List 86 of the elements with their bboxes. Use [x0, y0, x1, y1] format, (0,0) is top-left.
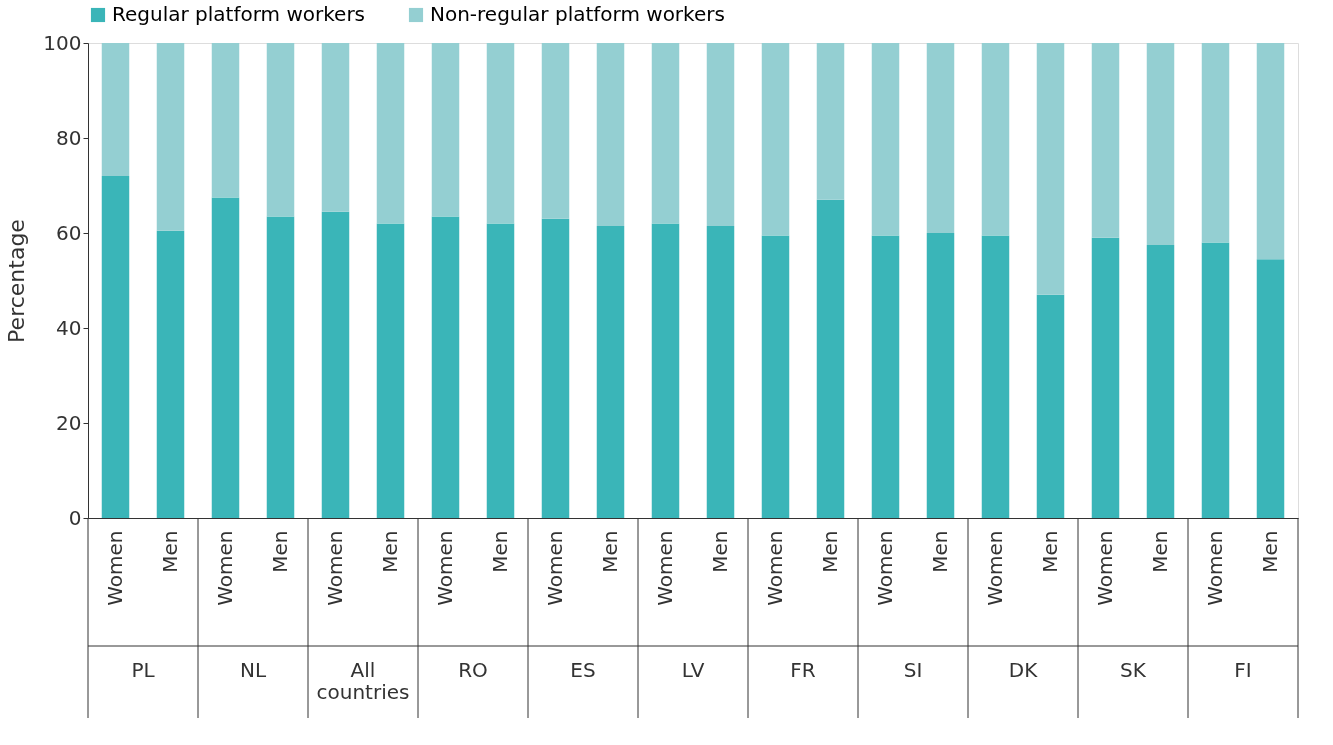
y-tick-label: 0 [68, 505, 82, 530]
bar [211, 197, 240, 518]
text: SK [1120, 658, 1147, 682]
bar [596, 43, 625, 226]
y-axis-title: Percentage [4, 219, 30, 343]
bar [816, 43, 845, 200]
bar [1201, 43, 1230, 243]
x-tick-label: Men [818, 530, 842, 573]
bar [321, 43, 350, 212]
x-tick-label: Men [1038, 530, 1062, 573]
x-tick-label: Men [1258, 530, 1282, 573]
text: All countries [316, 658, 410, 704]
y-tick-label: 40 [56, 315, 82, 340]
text: FI [1234, 658, 1252, 682]
bar [376, 43, 405, 224]
text: NL [239, 658, 267, 682]
x-tick-label: Men [488, 530, 512, 573]
bar [816, 199, 845, 518]
y-tick-label: 60 [56, 220, 82, 245]
bar [651, 43, 680, 224]
bar [871, 43, 900, 236]
bar [926, 233, 955, 518]
bar [1036, 43, 1065, 295]
x-tick-label: Women [873, 530, 897, 606]
bar [706, 225, 735, 518]
x-tick-label: Women [213, 530, 237, 606]
bar [1146, 244, 1175, 518]
bar [431, 43, 460, 217]
bar [211, 43, 240, 198]
x-tick-label: Men [708, 530, 732, 573]
bar [101, 43, 130, 176]
text: SI [903, 658, 923, 682]
x-tick-label: Men [158, 530, 182, 573]
bar [651, 223, 680, 518]
x-tick-label: Women [103, 530, 127, 606]
bar [376, 223, 405, 518]
bar [1256, 259, 1285, 518]
x-tick-label: Women [1093, 530, 1117, 606]
bar [1146, 43, 1175, 245]
y-tick-label: 20 [56, 410, 82, 435]
legend-label: Non-regular platform workers [430, 2, 725, 26]
x-tick-label: Men [1148, 530, 1172, 573]
bar [761, 43, 790, 236]
x-tick-label: Men [598, 530, 622, 573]
bar [926, 43, 955, 233]
bar [266, 43, 295, 217]
x-tick-label: Women [433, 530, 457, 606]
x-tick-label: Women [763, 530, 787, 606]
bar [156, 43, 185, 231]
x-tick-label: Men [268, 530, 292, 573]
bar [706, 43, 735, 226]
x-tick-label: Women [323, 530, 347, 606]
bar [541, 43, 570, 219]
x-tick-label: Women [653, 530, 677, 606]
text: RO [458, 658, 488, 682]
legend-label: Regular platform workers [112, 2, 366, 26]
bar [1256, 43, 1285, 260]
bar [1201, 242, 1230, 518]
text: DK [1008, 658, 1039, 682]
x-tick-label: Men [928, 530, 952, 573]
y-tick-label: 100 [43, 30, 82, 55]
text: FR [790, 658, 816, 682]
bar [1091, 237, 1120, 518]
bar [596, 225, 625, 518]
x-tick-label: Women [1203, 530, 1227, 606]
bar [541, 218, 570, 518]
x-tick-label: Men [378, 530, 402, 573]
bar [981, 43, 1010, 236]
x-tick-label: Women [543, 530, 567, 606]
bar [761, 235, 790, 518]
bar [431, 216, 460, 518]
y-tick-label: 80 [56, 125, 82, 150]
bar [486, 43, 515, 224]
bar [486, 223, 515, 518]
bar [1036, 294, 1065, 518]
bar [871, 235, 900, 518]
text: ES [570, 658, 596, 682]
text: LV [681, 658, 705, 682]
text: PL [131, 658, 156, 682]
bar [101, 176, 130, 518]
x-tick-label: Women [983, 530, 1007, 606]
bar [1091, 43, 1120, 238]
bar [981, 235, 1010, 518]
bar [321, 211, 350, 518]
bar [266, 216, 295, 518]
bar [156, 230, 185, 518]
